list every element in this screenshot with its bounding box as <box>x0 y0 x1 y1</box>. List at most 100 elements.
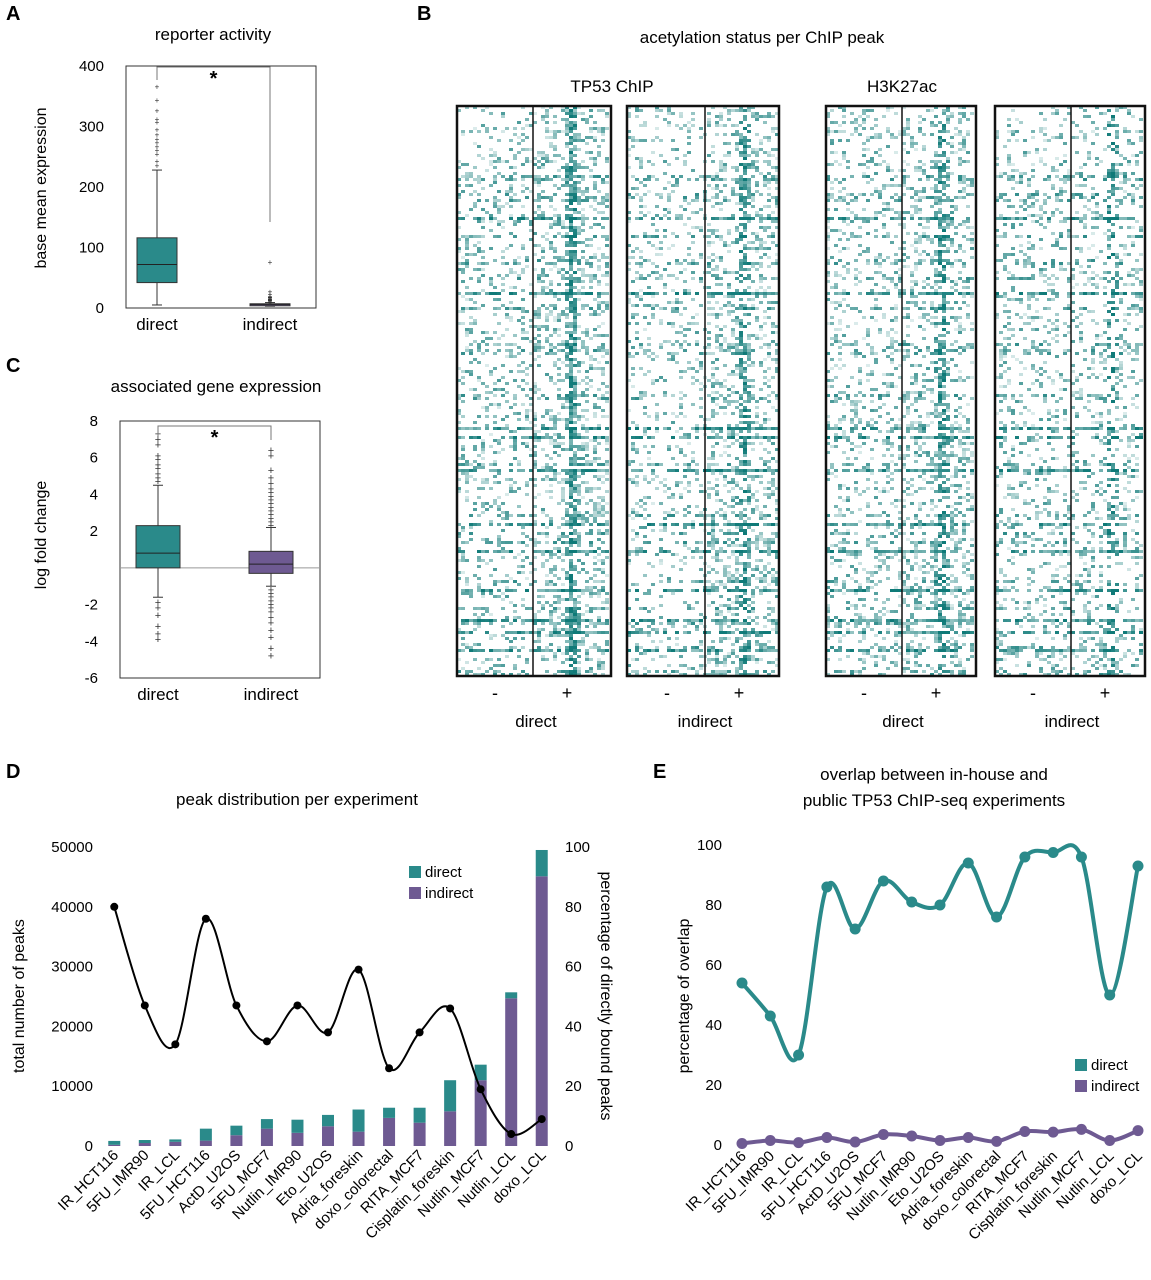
heatmap-cell <box>719 514 723 517</box>
outlier-point: + <box>155 150 160 159</box>
heatmap-cell <box>517 136 521 139</box>
heatmap-cell <box>601 415 605 418</box>
heatmap-cell <box>601 511 605 514</box>
heatmap-cell <box>521 631 525 634</box>
heatmap-cell <box>771 166 775 169</box>
heatmap-cell <box>485 169 489 172</box>
heatmap-cell <box>735 550 739 553</box>
heatmap-cell <box>465 463 469 466</box>
heatmap-cell <box>834 121 838 124</box>
heatmap-cell <box>457 427 461 430</box>
outlier-point: + <box>268 513 274 525</box>
heatmap-cell <box>866 232 870 235</box>
heatmap-cell <box>767 115 771 118</box>
heatmap-cell <box>631 373 635 376</box>
heatmap-cell <box>569 442 573 445</box>
heatmap-cell <box>525 442 529 445</box>
heatmap-cell <box>767 673 771 676</box>
heatmap-cell <box>493 382 497 385</box>
heatmap-cell <box>942 226 946 229</box>
heatmap-cell <box>775 361 779 364</box>
heatmap-cell <box>970 193 974 196</box>
heatmap-cell <box>679 436 683 439</box>
heatmap-cell <box>723 271 727 274</box>
heatmap-cell <box>671 139 675 142</box>
heatmap-cell <box>509 268 513 271</box>
heatmap-cell <box>902 211 906 214</box>
heatmap-cell <box>597 658 601 661</box>
y-tick-label: 200 <box>79 179 104 196</box>
heatmap-cell <box>731 310 735 313</box>
heatmap-cell <box>569 208 573 211</box>
heatmap-cell <box>545 262 549 265</box>
heatmap-cell <box>605 631 609 634</box>
heatmap-cell <box>465 265 469 268</box>
heatmap-cell <box>541 469 545 472</box>
heatmap-cell <box>465 646 469 649</box>
heatmap-cell <box>521 298 525 301</box>
heatmap-cell <box>565 208 569 211</box>
heatmap-cell <box>533 478 537 481</box>
heatmap-cell <box>469 436 473 439</box>
heatmap-cell <box>966 226 970 229</box>
heatmap-cell <box>675 415 679 418</box>
heatmap-cell <box>553 418 557 421</box>
heatmap-cell <box>687 619 691 622</box>
heatmap-cell <box>890 133 894 136</box>
heatmap-cell <box>966 184 970 187</box>
heatmap-cell <box>735 349 739 352</box>
heatmap-cell <box>581 280 585 283</box>
heatmap-cell <box>577 640 581 643</box>
heatmap-cell <box>509 178 513 181</box>
heatmap-cell <box>946 226 950 229</box>
heatmap-cell <box>569 634 573 637</box>
heatmap-cell <box>585 118 589 121</box>
heatmap-cell <box>775 535 779 538</box>
heatmap-cell <box>521 214 525 217</box>
heatmap-cell <box>691 667 695 670</box>
heatmap-cell <box>922 232 926 235</box>
heatmap-cell <box>755 190 759 193</box>
heatmap-cell <box>597 547 601 550</box>
heatmap-cell <box>771 235 775 238</box>
heatmap-cell <box>545 157 549 160</box>
heatmap-cell <box>489 217 493 220</box>
heatmap-cell <box>573 415 577 418</box>
heatmap-cell <box>910 145 914 148</box>
heatmap-cell <box>481 187 485 190</box>
heatmap-cell <box>651 523 655 526</box>
heatmap-cell <box>537 310 541 313</box>
heatmap-cell <box>735 595 739 598</box>
heatmap-cell <box>513 664 517 667</box>
heatmap-cell <box>663 394 667 397</box>
heatmap-cell <box>771 217 775 220</box>
heatmap-cell <box>489 112 493 115</box>
heatmap-cell <box>663 214 667 217</box>
heatmap-cell <box>497 274 501 277</box>
heatmap-cell <box>589 385 593 388</box>
heatmap-cell <box>631 529 635 532</box>
heatmap-cell <box>755 289 759 292</box>
heatmap-cell <box>878 154 882 157</box>
heatmap-cell <box>910 187 914 190</box>
heatmap-cell <box>461 235 465 238</box>
heatmap-cell <box>715 235 719 238</box>
heatmap-cell <box>755 133 759 136</box>
heatmap-cell <box>561 613 565 616</box>
heatmap-cell <box>755 541 759 544</box>
heatmap-cell <box>469 538 473 541</box>
heatmap-cell <box>589 175 593 178</box>
heatmap-cell <box>739 511 743 514</box>
heatmap-cell <box>687 433 691 436</box>
heatmap-cell <box>771 340 775 343</box>
heatmap-cell <box>525 187 529 190</box>
heatmap-cell <box>715 115 719 118</box>
heatmap-cell <box>759 328 763 331</box>
heatmap-cell <box>918 190 922 193</box>
heatmap-cell <box>751 280 755 283</box>
heatmap-cell <box>585 460 589 463</box>
heatmap-cell <box>687 262 691 265</box>
heatmap-cell <box>731 430 735 433</box>
heatmap-cell <box>663 292 667 295</box>
heatmap-cell <box>593 448 597 451</box>
